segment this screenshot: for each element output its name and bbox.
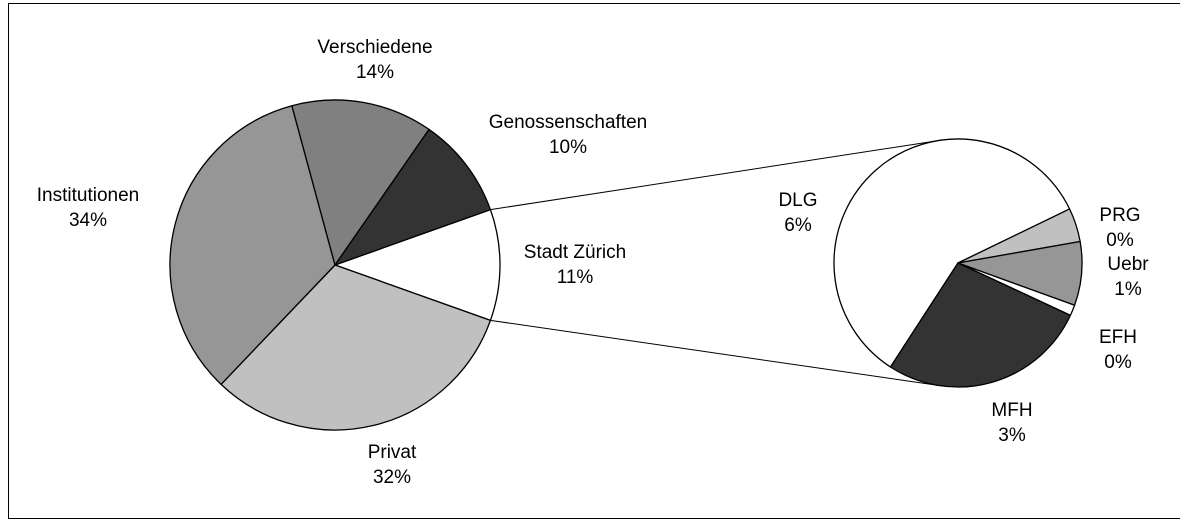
- pie-slice: [334, 128, 492, 266]
- connector-line: [490, 319, 941, 387]
- slice-value-label: 1%: [1114, 279, 1142, 300]
- pie-slice: [889, 262, 1072, 388]
- pie-slice: [291, 99, 430, 266]
- slice-value-label: 34%: [69, 210, 107, 231]
- slice-value-label: 0%: [1104, 352, 1132, 373]
- pie-slice: [220, 264, 492, 431]
- slice-label: Uebr: [1107, 254, 1149, 275]
- slice-label: Institutionen: [37, 185, 139, 206]
- pie-slice: [169, 105, 336, 386]
- slice-label: Genossenschaften: [489, 112, 647, 133]
- slice-label: MFH: [991, 400, 1032, 421]
- slice-label: EFH: [1099, 327, 1137, 348]
- slice-value-label: 3%: [998, 425, 1026, 446]
- slice-value-label: 0%: [1106, 230, 1134, 251]
- slice-value-label: 6%: [784, 215, 812, 236]
- slice-value-label: 10%: [549, 137, 587, 158]
- slice-label: DLG: [778, 190, 817, 211]
- slice-value-label: 11%: [557, 267, 594, 288]
- slice-value-label: 14%: [356, 62, 394, 83]
- slice-label: Privat: [368, 442, 417, 463]
- slice-label: Verschiedene: [317, 37, 432, 58]
- slice-value-label: 32%: [373, 467, 411, 488]
- pie-slice: [334, 208, 501, 322]
- pie-slice: [833, 138, 1071, 368]
- connector-line: [490, 140, 937, 211]
- slice-label: PRG: [1099, 205, 1140, 226]
- slice-label: Stadt Zürich: [524, 242, 626, 263]
